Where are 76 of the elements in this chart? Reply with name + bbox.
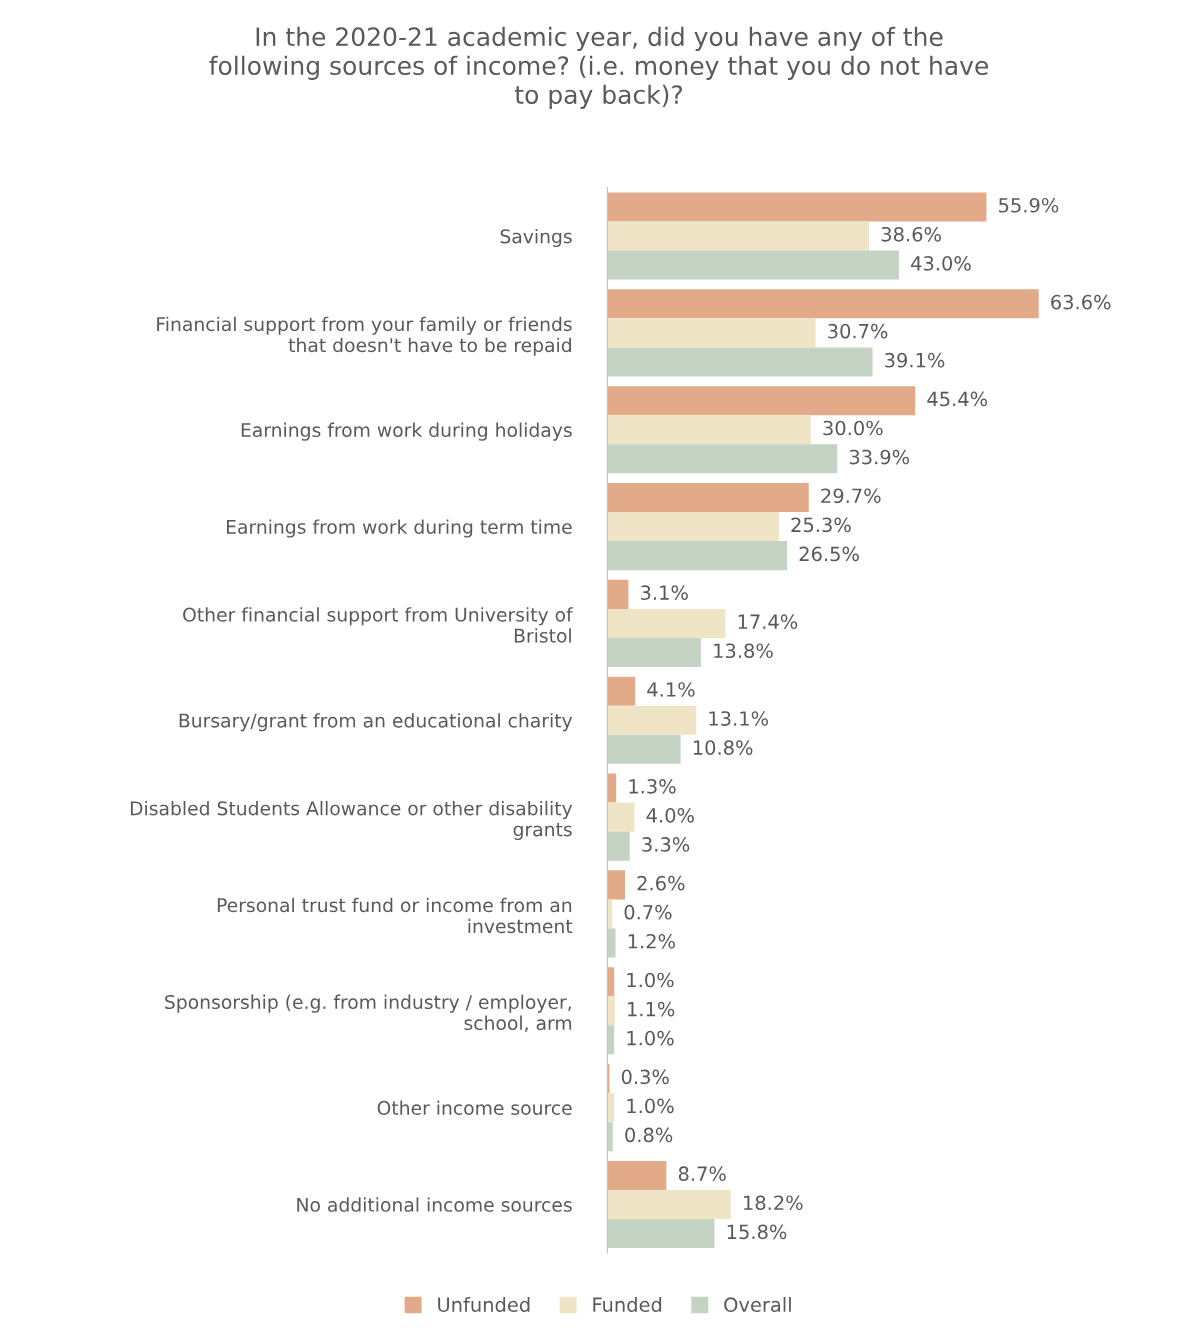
bar (607, 221, 870, 251)
data-label: 29.7% (821, 488, 881, 504)
bar (607, 1189, 731, 1219)
data-label: 3.1% (641, 585, 688, 600)
y-tick-label: Earnings from work during holidays (241, 422, 572, 441)
bar (607, 1160, 667, 1190)
data-label: 1.3% (629, 778, 676, 794)
y-tick-label: Disabled Students Allowance or other disability grants (130, 800, 573, 841)
bar (607, 996, 615, 1026)
data-label: 13.1% (709, 711, 769, 726)
legend-label: Funded (593, 1296, 662, 1313)
data-label: 33.9% (849, 449, 910, 465)
y-tick-label: No additional income sources (297, 1197, 572, 1212)
data-label: 1.2% (628, 933, 675, 949)
y-tick-label: Other income source (377, 1100, 572, 1116)
data-label: 63.6% (1051, 294, 1111, 310)
bar (607, 831, 630, 861)
data-label: 30.7% (828, 323, 888, 339)
y-tick-label: Financial support from your family or friends that doesn't have to be repaid (157, 316, 572, 356)
bar (607, 1219, 715, 1249)
bar (607, 608, 726, 638)
data-label: 1.1% (628, 1001, 675, 1017)
data-label: 4.0% (646, 808, 694, 823)
bar (607, 705, 697, 735)
bar (607, 676, 636, 706)
y-tick-label: Earnings from work during term time (226, 519, 572, 538)
data-label: 4.1% (647, 682, 695, 697)
bar (607, 870, 626, 900)
bar (607, 1122, 613, 1152)
bar (607, 802, 635, 832)
bar (607, 386, 916, 416)
data-label: 0.7% (624, 904, 672, 920)
data-label: 39.1% (885, 352, 945, 368)
data-label: 1.0% (627, 1098, 674, 1114)
data-label: 45.4% (927, 391, 988, 407)
data-label: 13.8% (714, 643, 773, 659)
y-tick-label: Sponsorship (e.g. from industry / employer, school, arm (165, 994, 572, 1033)
legend-label: Unfunded (438, 1296, 530, 1313)
bar (607, 250, 899, 280)
data-label: 25.3% (791, 517, 851, 533)
bar (607, 482, 809, 513)
bar (607, 579, 629, 609)
bar (607, 734, 681, 764)
data-label: 18.2% (744, 1195, 803, 1211)
y-tick-label: Other financial support from University of Bristol (183, 607, 574, 643)
data-label: 1.0% (627, 1030, 674, 1046)
bar (607, 637, 701, 667)
bar (607, 541, 788, 571)
y-tick-label: Savings (500, 228, 572, 248)
bar (607, 318, 816, 348)
bar (607, 289, 1039, 319)
chart-title: In the 2020-21 academic year, did you have any of the following sources of income? (i.e. money that you do not have to pay back)? (209, 26, 988, 109)
bar (607, 928, 616, 958)
data-label: 43.0% (911, 256, 971, 271)
data-label: 26.5% (799, 546, 859, 562)
bar (607, 415, 811, 445)
data-label: 38.6% (881, 226, 941, 242)
bar (607, 773, 617, 803)
data-label: 15.8% (727, 1224, 787, 1240)
data-label: 2.6% (637, 875, 685, 891)
legend-label: Overall (724, 1296, 791, 1313)
data-label: 8.7% (678, 1166, 726, 1182)
y-tick-label: Bursary/grant from an educational charity (179, 713, 573, 732)
data-label: 55.9% (999, 197, 1059, 213)
data-label: 1.0% (627, 972, 674, 988)
data-label: 30.0% (823, 420, 883, 436)
data-label: 3.3% (642, 837, 690, 852)
data-label: 17.4% (738, 614, 798, 630)
data-label: 0.8% (625, 1127, 673, 1143)
bar (607, 444, 838, 474)
bar (607, 347, 873, 377)
bar (607, 512, 779, 542)
bar (607, 192, 987, 222)
y-tick-label: Personal trust fund or income from an investment (217, 897, 573, 934)
data-label: 0.3% (621, 1069, 669, 1085)
data-label: 10.8% (693, 740, 753, 755)
